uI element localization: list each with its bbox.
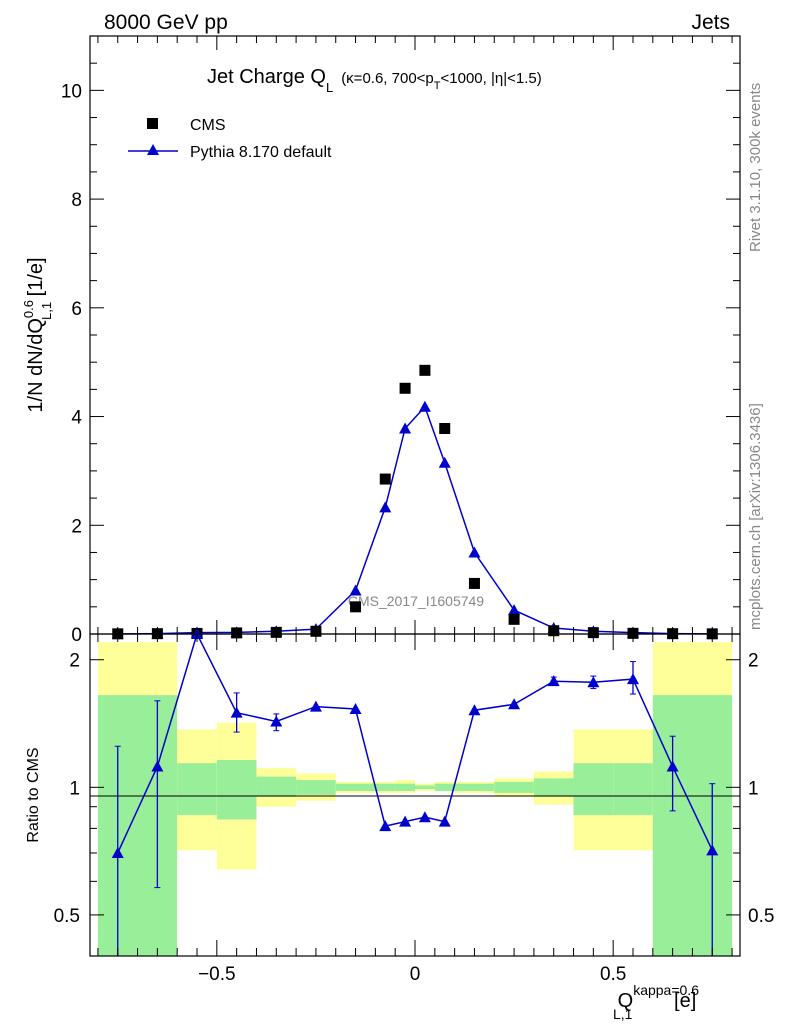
ylabel-sup: 0.6 (21, 300, 36, 318)
mc-ratio-point (379, 820, 392, 832)
legend-mc-marker (147, 144, 159, 155)
main-y-axis-label: 1/N dN/dQ0.6 L,1 [1/e] (21, 257, 54, 412)
legend-cms-marker (147, 118, 158, 129)
mc-ratio-point (438, 815, 451, 827)
stat-uncertainty-band (652, 695, 733, 956)
main-y-axis: 0 2 4 6 8 10 (61, 35, 740, 646)
mc-ratio-point (418, 811, 431, 823)
xlabel-sub: L,1 (613, 1006, 633, 1022)
mc-ratio-curve (117, 631, 713, 854)
stat-uncertainty-band (454, 783, 495, 792)
stat-uncertainty-band (434, 783, 455, 792)
mc-ratio-point (547, 675, 560, 687)
ratio-ytick-label-right: 0.5 (748, 906, 774, 927)
cms-point (419, 364, 431, 376)
ratio-panel-marks (111, 628, 719, 956)
mc-point (349, 584, 362, 596)
analysis-watermark: CMS_2017_I1605749 (348, 593, 484, 609)
mc-ratio-point (508, 698, 521, 710)
cms-point (399, 382, 411, 394)
xlabel-post: [e] (668, 990, 696, 1012)
mc-curve (117, 405, 713, 635)
stat-uncertainty-band (395, 783, 415, 792)
cms-point (350, 601, 362, 613)
ratio-y-axis-label: Ratio to CMS (25, 747, 42, 842)
ratio-y-axis: 0.5 0.5 1 1 2 2 (54, 651, 775, 927)
main-ytick-label: 4 (71, 408, 82, 429)
title-details-post: <1000, |η|<1.5) (441, 70, 542, 87)
mc-point (399, 422, 412, 434)
main-ytick-label: 0 (71, 625, 82, 646)
x-axis: −0.5 0 0.5 (97, 634, 733, 985)
main-panel-frame (89, 35, 741, 635)
rivet-version-label: Rivet 3.1.10, 300k events (747, 83, 764, 252)
stat-uncertainty-band (375, 783, 396, 792)
xtick-label: −0.5 (198, 964, 236, 985)
legend: CMS Pythia 8.170 default (128, 117, 332, 161)
title-main: Jet Charge Q (207, 66, 326, 88)
header-energy: 8000 GeV pp (104, 11, 228, 34)
stat-uncertainty-band (97, 695, 178, 956)
cms-point (508, 613, 520, 625)
ylabel-pre: 1/N dN/dQ (25, 318, 47, 412)
main-ytick-label: 6 (71, 299, 82, 320)
cms-point (379, 473, 391, 485)
stat-uncertainty-band (256, 776, 297, 797)
title-details-sub: T (434, 80, 441, 92)
stat-uncertainty-band (533, 778, 574, 797)
ratio-ytick-label-right: 2 (748, 651, 759, 672)
cms-point (439, 423, 451, 435)
main-ytick-label: 10 (61, 81, 82, 102)
stat-uncertainty-band (573, 763, 614, 816)
mc-ratio-point (399, 815, 412, 827)
plot-title: Jet Charge QL (κ=0.6, 700<pT<1000, |η|<1.… (207, 66, 542, 95)
ylabel-sub: L,1 (39, 302, 54, 320)
stat-uncertainty-band (177, 763, 217, 816)
xlabel-sup: kappa=0.6 (633, 982, 699, 998)
cms-point (468, 577, 480, 589)
mc-ratio-point (309, 700, 322, 712)
mc-point (508, 604, 521, 616)
stat-uncertainty-band (296, 780, 336, 795)
header-category: Jets (691, 11, 730, 34)
mc-ratio-point (151, 760, 164, 772)
legend-mc-label: Pythia 8.170 default (190, 144, 332, 161)
ratio-ytick-label: 0.5 (54, 906, 80, 927)
ratio-ytick-label: 2 (69, 651, 80, 672)
mc-ratio-point (587, 676, 600, 688)
mc-ratio-point (230, 706, 243, 718)
stat-uncertainty-band (494, 781, 534, 793)
xlabel-pre: Q (618, 990, 634, 1012)
ratio-ytick-label: 1 (69, 778, 80, 799)
stat-uncertainty-band (415, 785, 435, 790)
mc-ratio-point (706, 844, 719, 856)
ylabel-post: [1/e] (25, 257, 47, 301)
xtick-label: 0 (410, 964, 421, 985)
mcplots-source-label: mcplots.cern.ch [arXiv:1306.3436] (747, 403, 764, 630)
mc-point (468, 546, 481, 558)
mc-ratio-point (468, 704, 481, 716)
main-ytick-label: 8 (71, 190, 82, 211)
mc-point (379, 501, 392, 513)
mc-ratio-point (666, 760, 679, 772)
mc-point (438, 456, 451, 468)
stat-uncertainty-band (335, 783, 376, 792)
legend-cms-label: CMS (190, 117, 226, 134)
ratio-uncertainty-bands (97, 642, 733, 956)
stat-uncertainty-band (613, 763, 653, 816)
title-details-pre: (κ=0.6, 700<p (341, 70, 434, 87)
stat-uncertainty-band (216, 760, 257, 820)
mc-point (418, 400, 431, 412)
mc-ratio-point (111, 846, 124, 858)
title-main-sub: L (326, 80, 333, 95)
mc-ratio-point (270, 715, 283, 727)
x-axis-label: Qkappa=0.6 L,1 [e] (613, 982, 699, 1022)
mc-ratio-point (626, 673, 639, 685)
main-ytick-label: 2 (71, 516, 82, 537)
mc-ratio-point (349, 703, 362, 715)
ratio-ytick-label-right: 1 (748, 778, 759, 799)
xtick-label: 0.5 (600, 964, 626, 985)
